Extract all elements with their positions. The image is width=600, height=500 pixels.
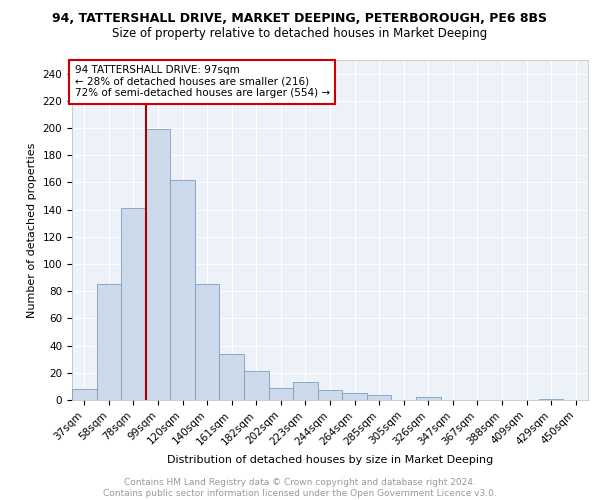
Bar: [244, 372, 269, 400]
Bar: [342, 393, 367, 400]
Y-axis label: Number of detached properties: Number of detached properties: [27, 142, 37, 318]
Bar: [97, 284, 121, 400]
Bar: [121, 208, 146, 400]
Bar: [146, 130, 170, 400]
Bar: [293, 382, 318, 400]
Text: 94, TATTERSHALL DRIVE, MARKET DEEPING, PETERBOROUGH, PE6 8BS: 94, TATTERSHALL DRIVE, MARKET DEEPING, P…: [53, 12, 548, 26]
Bar: [72, 389, 97, 400]
Bar: [416, 398, 440, 400]
Text: Contains HM Land Registry data © Crown copyright and database right 2024.
Contai: Contains HM Land Registry data © Crown c…: [103, 478, 497, 498]
X-axis label: Distribution of detached houses by size in Market Deeping: Distribution of detached houses by size …: [167, 455, 493, 465]
Bar: [195, 284, 220, 400]
Text: Size of property relative to detached houses in Market Deeping: Size of property relative to detached ho…: [112, 28, 488, 40]
Bar: [367, 394, 391, 400]
Bar: [220, 354, 244, 400]
Text: 94 TATTERSHALL DRIVE: 97sqm
← 28% of detached houses are smaller (216)
72% of se: 94 TATTERSHALL DRIVE: 97sqm ← 28% of det…: [74, 65, 330, 98]
Bar: [318, 390, 342, 400]
Bar: [539, 398, 563, 400]
Bar: [170, 180, 195, 400]
Bar: [269, 388, 293, 400]
